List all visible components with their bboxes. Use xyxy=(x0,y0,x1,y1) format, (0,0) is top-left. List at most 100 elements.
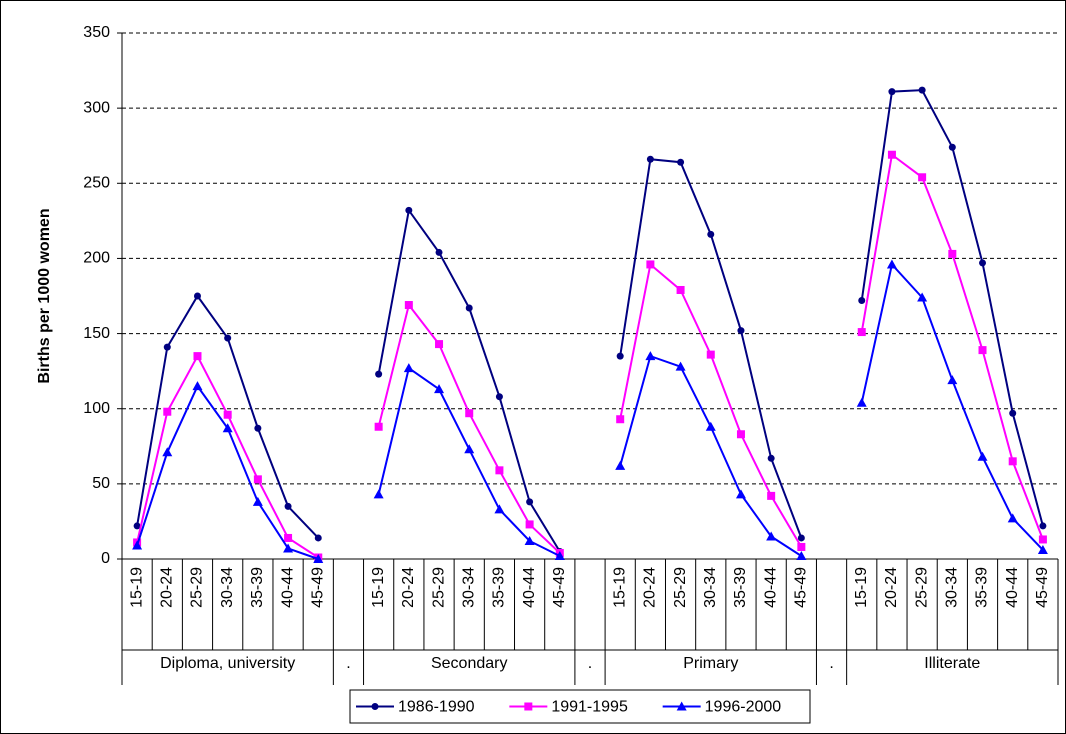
marker xyxy=(735,489,746,499)
marker xyxy=(554,550,565,560)
marker xyxy=(705,421,716,431)
marker xyxy=(858,297,866,305)
marker xyxy=(375,370,383,378)
x-tick-label: 35-39 xyxy=(491,567,508,608)
marker xyxy=(404,301,413,310)
x-tick-label: 25-29 xyxy=(189,567,206,608)
group-label: Diploma, university xyxy=(160,655,295,672)
marker xyxy=(979,259,987,267)
marker xyxy=(676,285,685,294)
marker xyxy=(283,543,294,553)
marker xyxy=(675,361,686,371)
marker xyxy=(1009,409,1017,417)
x-tick-label: 20-24 xyxy=(400,567,417,608)
marker xyxy=(526,498,534,506)
marker xyxy=(1038,535,1047,544)
marker xyxy=(193,352,202,361)
x-tick-label: 40-44 xyxy=(279,567,296,608)
x-tick-label: 20-24 xyxy=(159,567,176,608)
x-tick-label: 30-34 xyxy=(702,567,719,608)
marker xyxy=(887,150,896,159)
x-tick-label: 35-39 xyxy=(974,567,991,608)
group-label: Primary xyxy=(683,655,738,672)
marker xyxy=(948,249,957,258)
x-tick-label: 15-19 xyxy=(611,567,628,608)
marker xyxy=(193,292,201,300)
group-label: . xyxy=(588,655,592,672)
marker xyxy=(435,248,443,256)
legend-box xyxy=(349,689,811,724)
marker xyxy=(616,352,624,360)
marker xyxy=(132,540,143,550)
x-tick-label: 30-34 xyxy=(219,567,236,608)
marker xyxy=(403,363,414,373)
y-tick-label: 0 xyxy=(101,550,110,567)
x-tick-label: 45-49 xyxy=(793,567,810,608)
group-label: Secondary xyxy=(431,655,508,672)
marker xyxy=(918,173,927,182)
group-label: Illiterate xyxy=(924,655,980,672)
marker xyxy=(767,491,776,500)
marker xyxy=(1037,544,1048,554)
marker xyxy=(1039,522,1047,530)
marker xyxy=(252,496,263,506)
x-tick-label: 15-19 xyxy=(370,567,387,608)
marker xyxy=(646,260,655,269)
marker xyxy=(524,535,535,545)
x-tick-label: 20-24 xyxy=(642,567,659,608)
x-tick-label: 15-19 xyxy=(853,567,870,608)
x-tick-label: 20-24 xyxy=(883,567,900,608)
x-tick-label: 45-49 xyxy=(551,567,568,608)
marker xyxy=(223,410,232,419)
x-tick-label: 30-34 xyxy=(460,567,477,608)
marker xyxy=(494,504,505,514)
x-tick-label: 35-39 xyxy=(732,567,749,608)
y-tick-label: 200 xyxy=(83,250,110,267)
group-label: . xyxy=(346,655,350,672)
marker xyxy=(192,381,203,391)
marker xyxy=(616,415,625,424)
marker xyxy=(254,424,262,432)
marker xyxy=(796,550,807,560)
marker xyxy=(435,340,444,349)
marker xyxy=(707,230,715,238)
y-tick-label: 50 xyxy=(92,475,110,492)
marker xyxy=(465,304,473,312)
marker xyxy=(284,502,292,510)
marker xyxy=(163,343,171,351)
marker xyxy=(371,703,379,710)
marker xyxy=(918,86,926,94)
marker xyxy=(766,531,777,541)
x-tick-label: 25-29 xyxy=(430,567,447,608)
marker xyxy=(374,422,383,431)
marker xyxy=(284,533,293,542)
marker xyxy=(857,328,866,337)
marker xyxy=(736,430,745,439)
marker xyxy=(525,520,534,529)
marker xyxy=(464,444,475,454)
x-tick-label: 45-49 xyxy=(1034,567,1051,608)
marker xyxy=(706,350,715,359)
marker xyxy=(948,143,956,151)
marker xyxy=(888,88,896,96)
x-tick-label: 45-49 xyxy=(309,567,326,608)
marker xyxy=(676,701,687,711)
marker xyxy=(767,454,775,462)
marker xyxy=(222,423,233,433)
marker xyxy=(465,409,474,418)
marker xyxy=(917,292,928,302)
marker xyxy=(797,542,806,551)
legend-label: 1991-1995 xyxy=(551,699,628,716)
marker xyxy=(645,351,656,361)
x-tick-label: 40-44 xyxy=(521,567,538,608)
marker xyxy=(224,334,232,342)
marker xyxy=(495,466,504,475)
y-tick-label: 250 xyxy=(83,175,110,192)
marker xyxy=(615,460,626,470)
y-tick-label: 100 xyxy=(83,400,110,417)
marker xyxy=(405,206,413,214)
x-tick-label: 25-29 xyxy=(672,567,689,608)
marker xyxy=(886,259,897,269)
